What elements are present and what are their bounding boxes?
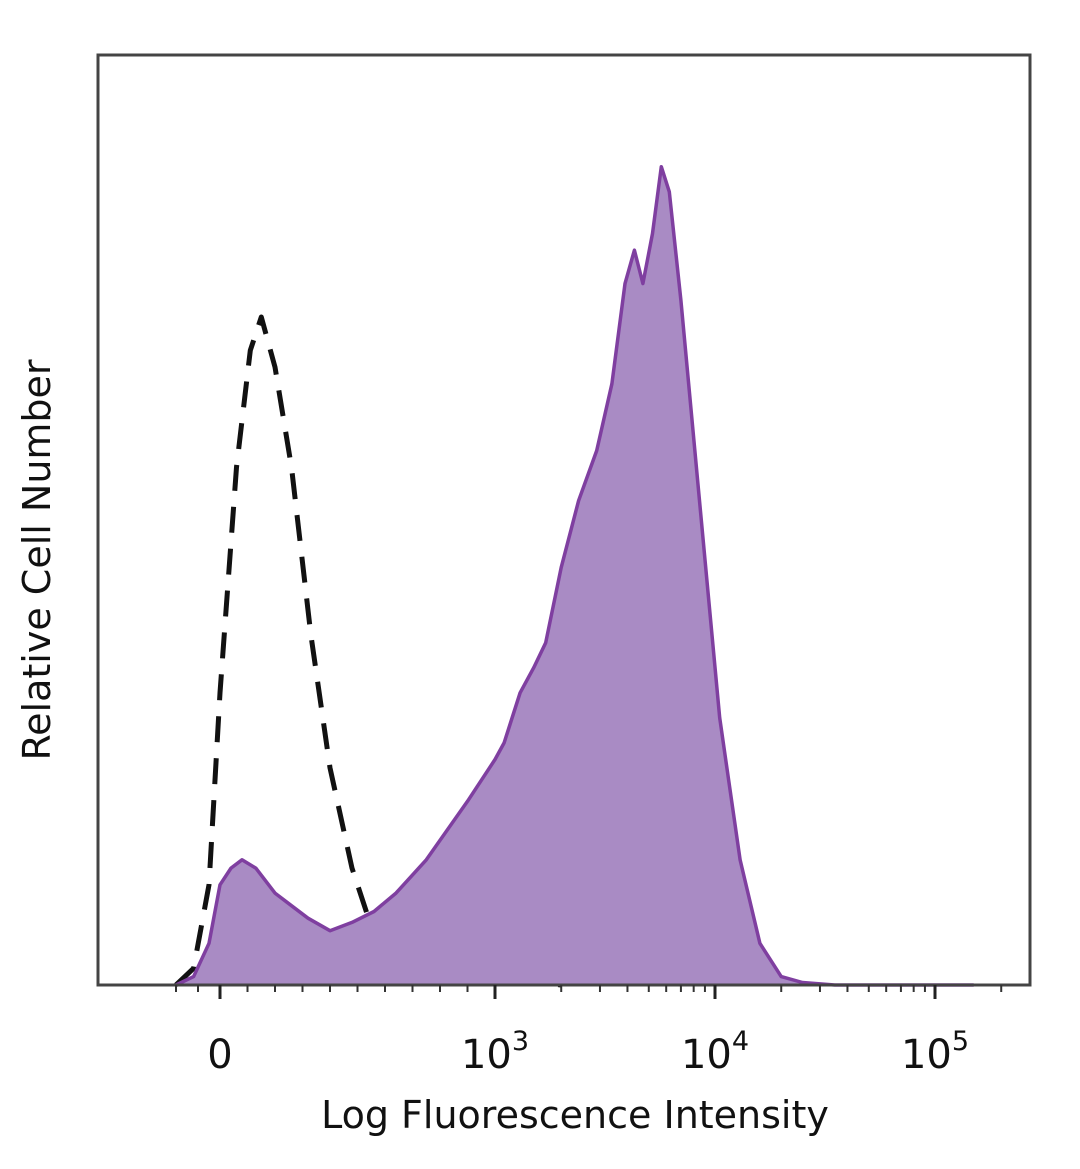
x-tick-label: 104 (681, 1026, 749, 1078)
stained-histogram-fill (176, 166, 974, 985)
x-axis-title: Log Fluorescence Intensity (321, 1093, 829, 1137)
x-tick-label: 103 (461, 1026, 529, 1078)
x-tick-label: 0 (207, 1032, 232, 1078)
x-tick-label: 105 (901, 1026, 969, 1078)
x-axis-tick-labels: 0 103 104 105 (207, 1026, 969, 1078)
y-axis-title: Relative Cell Number (15, 359, 59, 760)
stained-histogram-outline (175, 164, 974, 987)
x-axis-ticks (175, 985, 1003, 999)
control-histogram-dashed (174, 314, 562, 988)
plot-frame (96, 53, 1032, 987)
plot-marks (174, 164, 974, 988)
